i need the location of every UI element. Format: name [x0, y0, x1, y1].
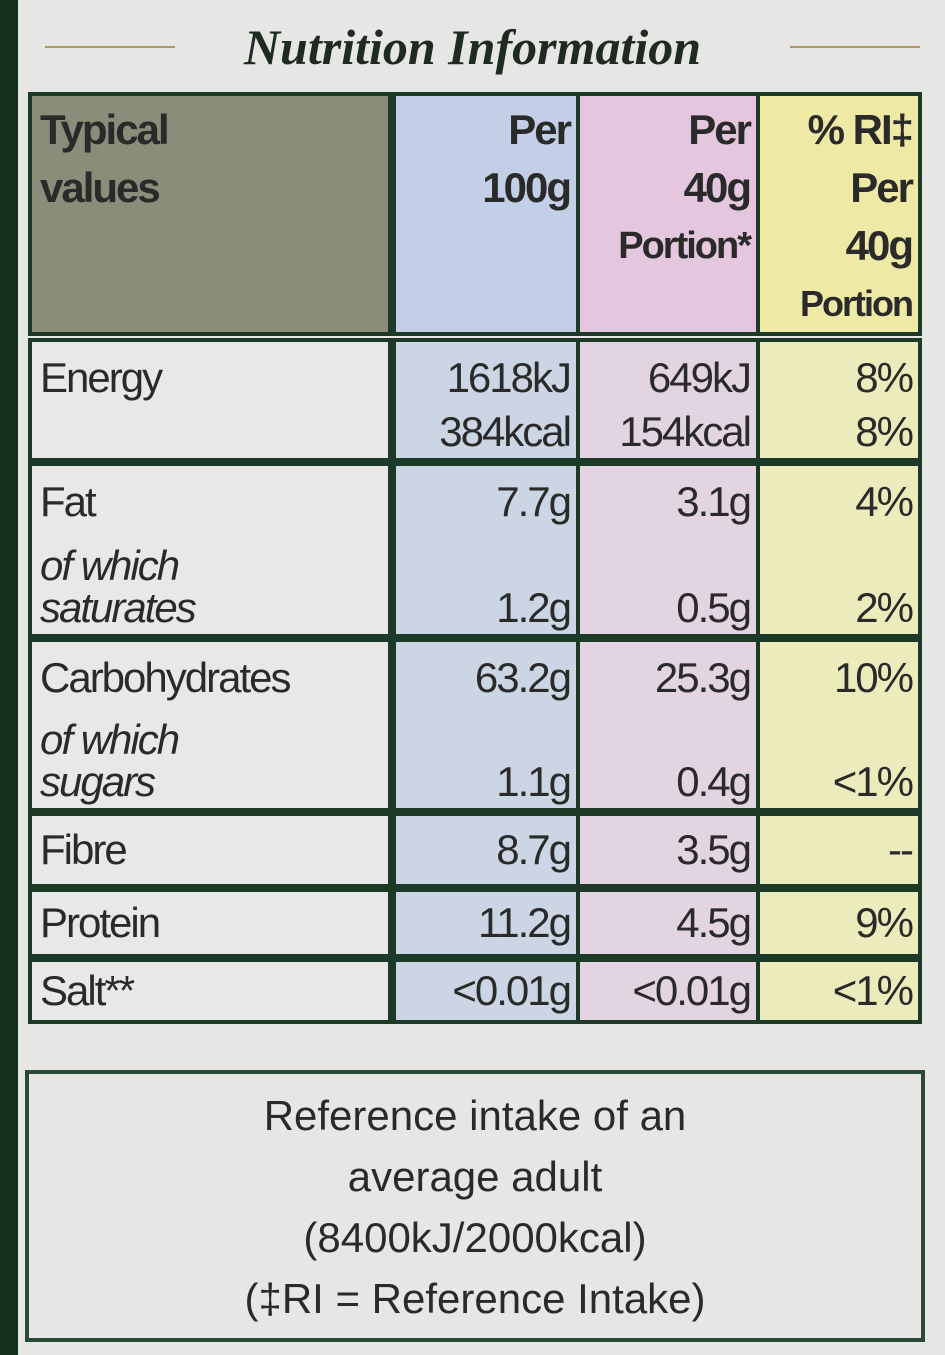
header-text: Typical [40, 106, 170, 153]
title-rule [45, 46, 175, 48]
value: 63.2g [474, 654, 572, 701]
table-cell [392, 462, 580, 638]
row-sublabel: of which [40, 542, 180, 589]
header-text: 40g [683, 164, 752, 211]
table-cell [28, 958, 392, 1024]
value: 8% [855, 354, 914, 401]
value: 10% [833, 654, 914, 701]
header-text: 40g [845, 222, 914, 269]
value: 25.3g [654, 654, 752, 701]
table-cell [28, 338, 392, 462]
value: -- [888, 826, 914, 873]
table-cell [756, 638, 922, 812]
value: 1.2g [496, 584, 572, 631]
value: <1% [832, 967, 914, 1014]
row-label: Carbohydrates [40, 654, 291, 701]
value: <0.01g [632, 967, 752, 1014]
value: 384kcal [439, 408, 572, 455]
value: 8.7g [496, 826, 572, 873]
reference-box [25, 1070, 925, 1342]
table-cell [392, 888, 580, 958]
value: 0.5g [676, 584, 752, 631]
row-label: Fibre [40, 826, 128, 873]
table-cell [756, 462, 922, 638]
value: 3.1g [676, 478, 752, 525]
header-text: % RI‡ [807, 106, 914, 153]
value: 154kcal [619, 408, 752, 455]
header-text: Portion [800, 283, 914, 324]
value: 11.2g [478, 899, 572, 946]
header-cell [28, 92, 392, 336]
table-cell [756, 958, 922, 1024]
row-label: Salt** [40, 967, 135, 1014]
header-cell [576, 92, 760, 336]
table-cell [392, 338, 580, 462]
header-text: Per [850, 164, 914, 211]
reference-text: average adult [347, 1153, 603, 1200]
value: 8% [855, 408, 914, 455]
table-cell [28, 638, 392, 812]
reference-text: Reference intake of an [263, 1092, 687, 1139]
row-label: Protein [40, 899, 161, 946]
value: 1618kJ [446, 354, 572, 401]
table-cell [756, 812, 922, 888]
title: Nutrition Information [243, 19, 702, 75]
row-label: Fat [40, 478, 97, 525]
value: <1% [832, 758, 914, 805]
header-text: Per [688, 106, 752, 153]
table-cell [28, 888, 392, 958]
table-cell [392, 638, 580, 812]
value: 0.4g [676, 758, 752, 805]
reference-text: (8400kJ/2000kcal) [303, 1214, 647, 1261]
table-cell [576, 888, 760, 958]
title-rule [790, 46, 920, 48]
reference-text: (‡RI = Reference Intake) [244, 1275, 706, 1322]
value: 649kJ [647, 354, 752, 401]
value: 3.5g [676, 826, 752, 873]
table-cell [28, 812, 392, 888]
value: 4.5g [676, 899, 752, 946]
table-cell [576, 462, 760, 638]
row-sublabel: saturates [40, 584, 197, 631]
header-text: Portion* [618, 225, 752, 267]
table-cell [576, 958, 760, 1024]
table-cell [576, 638, 760, 812]
row-sublabel: of which [40, 716, 180, 763]
row-sublabel: sugars [40, 758, 156, 805]
value: 2% [855, 584, 914, 631]
value: 4% [855, 478, 914, 525]
value: 1.1g [496, 758, 572, 805]
header-text: values [40, 164, 161, 211]
table-cell [756, 338, 922, 462]
table-cell [576, 338, 760, 462]
table-cell [392, 958, 580, 1024]
table-cell [756, 888, 922, 958]
table-cell [28, 462, 392, 638]
value: 9% [855, 899, 914, 946]
header-cell [756, 92, 922, 336]
row-label: Energy [40, 354, 163, 401]
header-text: 100g [482, 164, 572, 211]
header-text: Per [508, 106, 572, 153]
value: <0.01g [452, 967, 572, 1014]
value: 7.7g [496, 478, 572, 525]
